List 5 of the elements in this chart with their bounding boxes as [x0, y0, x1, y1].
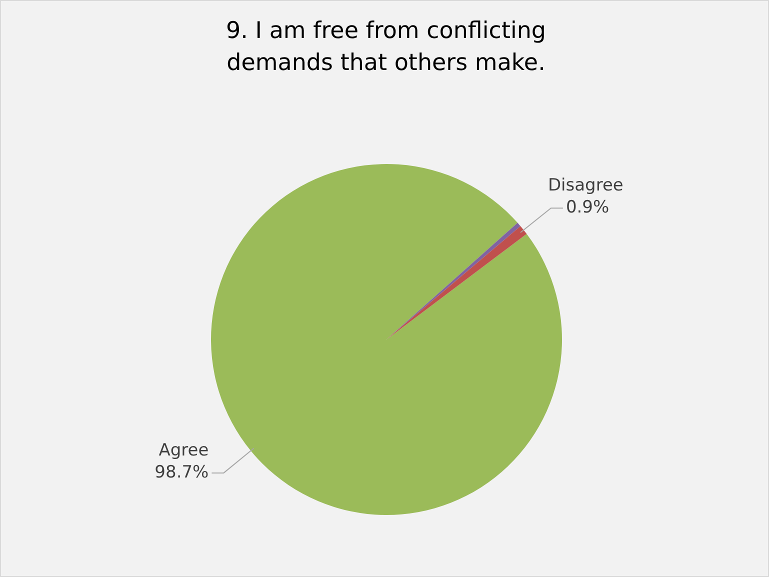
slice-label: Agree	[158, 440, 209, 460]
data-label: 0.9%	[566, 198, 610, 218]
slice-label: Disagree	[548, 176, 624, 196]
data-label: 98.7%	[154, 462, 209, 482]
chart-title: 9. I am free from conflicting demands that others make.	[224, 17, 548, 78]
